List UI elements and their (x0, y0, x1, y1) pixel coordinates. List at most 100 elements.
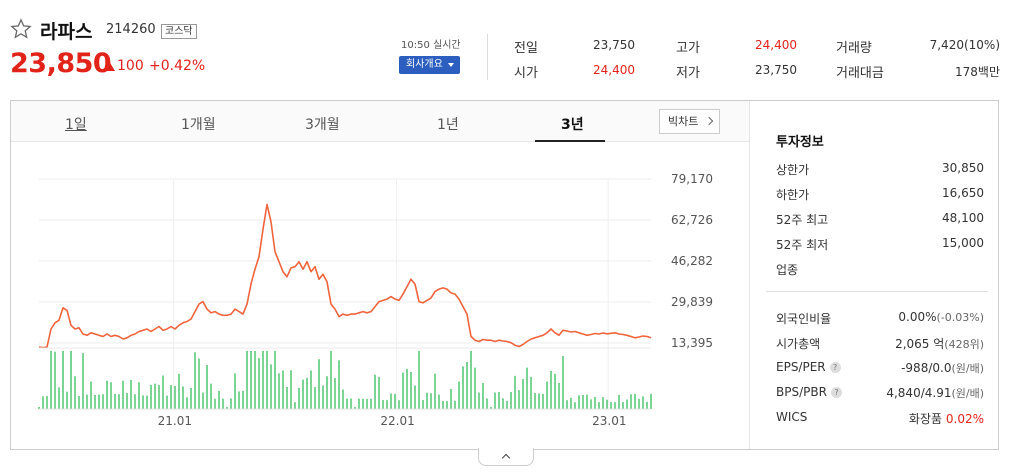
volume-bar (94, 395, 96, 409)
volume-bar (38, 407, 40, 409)
volume-bar (630, 394, 632, 409)
caret-down-icon (448, 63, 454, 67)
volume-bar (154, 383, 156, 409)
volume-bar (634, 393, 636, 409)
volume-bar (582, 395, 584, 409)
volume-bar (590, 399, 592, 409)
period-tabs: 1일 1개월 3개월 1년 3년 빅차트 (11, 101, 749, 142)
header-divider (487, 34, 488, 80)
volume-bar (70, 351, 72, 409)
volume-bar (526, 367, 528, 409)
star-icon[interactable] (10, 18, 32, 40)
volume-bar (278, 373, 280, 409)
volume-bar (134, 394, 136, 409)
volume-bar (426, 392, 428, 409)
y-tick-label: 46,282 (671, 254, 713, 268)
volume-bar (378, 377, 380, 409)
volume-bar (274, 351, 276, 409)
stock-header: 라파스 214260 코스닥 23,850 100 +0.42% 10:50 실… (0, 0, 1019, 96)
help-icon[interactable]: ? (829, 362, 841, 373)
volume-bar (386, 400, 388, 409)
volume-bar (158, 384, 160, 409)
volume-bar (618, 395, 620, 409)
volume-value: 7,420(10%) (929, 38, 1000, 52)
volume-bar (206, 365, 208, 409)
volume-bar (210, 383, 212, 409)
volume-bar (126, 393, 128, 409)
tab-1m[interactable]: 1개월 (181, 117, 216, 133)
volume-bar (414, 385, 416, 409)
lower-limit-label: 하한가 (776, 188, 810, 202)
prev-close-value: 23,750 (593, 38, 635, 52)
eps-per-value: -988/0.0(원/배) (901, 360, 984, 376)
volume-bar (314, 387, 316, 409)
volume-bar (430, 393, 432, 409)
big-chart-button[interactable]: 빅차트 (659, 109, 720, 134)
volume-bar (146, 395, 148, 409)
volume-bar (514, 375, 516, 409)
high-label: 고가 (676, 41, 700, 56)
volume-bar (506, 401, 508, 409)
volume-bar (54, 351, 56, 409)
volume-bar (90, 381, 92, 409)
bps-pbr-value: 4,840/4.91(원/배) (886, 385, 984, 401)
current-price: 23,850 (10, 48, 112, 79)
volume-bar (270, 364, 272, 409)
volume-bar (174, 386, 176, 409)
price-series-line (38, 203, 652, 349)
x-tick-label: 21.01 (158, 414, 192, 428)
x-tick-label: 23.01 (592, 414, 626, 428)
tab-3y[interactable]: 3년 (561, 117, 584, 133)
volume-bar (182, 386, 184, 409)
wics-value[interactable]: 화장품 0.02% (909, 410, 984, 427)
tab-1y[interactable]: 1년 (437, 117, 459, 133)
eps-per-unit: (원/배) (951, 362, 984, 375)
volume-bar (438, 394, 440, 409)
price-change-percent: +0.42% (149, 58, 206, 74)
volume-bar (398, 400, 400, 409)
volume-bar (170, 384, 172, 409)
volume-bar (586, 394, 588, 409)
tab-1d[interactable]: 1일 (65, 117, 87, 133)
bps-pbr-text: BPS/PBR (776, 385, 827, 399)
volume-bar (74, 376, 76, 409)
volume-bar (226, 407, 228, 409)
open-label: 시가 (514, 66, 538, 81)
volume-bar (342, 389, 344, 409)
volume-bar (566, 400, 568, 409)
volume-bar (198, 358, 200, 409)
volume-bar (498, 392, 500, 409)
volume-bar (642, 396, 644, 409)
volume-bar (190, 387, 192, 409)
expand-toggle[interactable] (478, 448, 534, 466)
volume-bar (434, 373, 436, 409)
volume-bar (402, 372, 404, 409)
volume-bar (254, 351, 256, 409)
volume-bar (214, 398, 216, 409)
high-52w-value: 48,100 (942, 211, 984, 225)
volume-bar (550, 371, 552, 409)
volume-bar (218, 390, 220, 409)
market-cap-rank: (428위) (944, 338, 984, 351)
volume-bar (222, 398, 224, 409)
volume-bar (422, 400, 424, 409)
volume-label: 거래량 (836, 41, 872, 56)
volume-bar (78, 395, 80, 409)
low-label: 저가 (676, 66, 700, 81)
volume-bar (466, 362, 468, 409)
volume-bar (542, 393, 544, 409)
volume-bar (478, 392, 480, 409)
low-52w-value: 15,000 (942, 236, 984, 250)
stock-code: 214260 (106, 22, 156, 37)
chart-panel: 1일 1개월 3개월 1년 3년 빅차트 79,170 62,726 46,282 2… (10, 100, 999, 450)
volume-bar (358, 398, 360, 409)
help-icon[interactable]: ? (830, 387, 842, 398)
investment-info: 투자정보 상한가 30,850 하한가 16,650 52주 최고 48,100… (749, 101, 998, 449)
tab-3m[interactable]: 3개월 (305, 117, 340, 133)
market-badge: 코스닥 (161, 24, 197, 39)
volume-bar (286, 387, 288, 409)
volume-bar (394, 393, 396, 409)
y-tick-label: 62,726 (671, 213, 713, 227)
company-overview-button[interactable]: 회사개요 (399, 56, 460, 74)
high-value: 24,400 (755, 38, 797, 52)
